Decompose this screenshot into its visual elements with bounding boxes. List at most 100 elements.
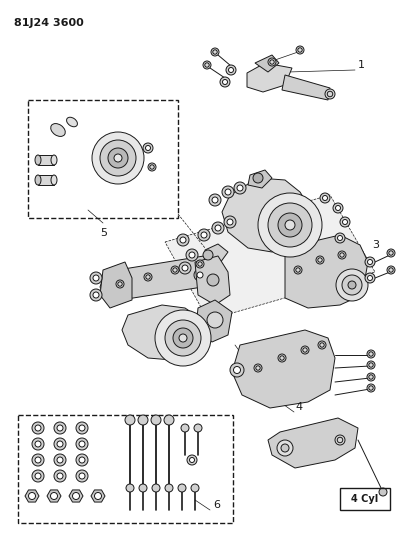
- Circle shape: [57, 473, 63, 479]
- Circle shape: [152, 484, 160, 492]
- Ellipse shape: [35, 155, 41, 165]
- Circle shape: [125, 415, 135, 425]
- Circle shape: [285, 220, 295, 230]
- Circle shape: [28, 492, 36, 499]
- Text: 4: 4: [295, 402, 302, 412]
- Circle shape: [100, 140, 136, 176]
- Text: 3: 3: [372, 240, 379, 250]
- Circle shape: [379, 488, 387, 496]
- Polygon shape: [282, 75, 330, 100]
- Circle shape: [342, 220, 348, 224]
- Circle shape: [387, 249, 395, 257]
- Ellipse shape: [51, 124, 65, 136]
- Circle shape: [79, 473, 85, 479]
- Circle shape: [197, 272, 203, 278]
- Circle shape: [32, 422, 44, 434]
- Circle shape: [144, 273, 152, 281]
- Circle shape: [35, 425, 41, 431]
- Text: 5: 5: [100, 228, 107, 238]
- Circle shape: [57, 441, 63, 447]
- Circle shape: [268, 58, 276, 66]
- Circle shape: [57, 457, 63, 463]
- Circle shape: [32, 454, 44, 466]
- Polygon shape: [122, 305, 205, 360]
- Circle shape: [194, 269, 206, 281]
- Circle shape: [73, 492, 79, 499]
- Bar: [18, 415, 233, 523]
- Circle shape: [342, 275, 362, 295]
- Circle shape: [220, 77, 230, 87]
- Polygon shape: [196, 300, 232, 342]
- Circle shape: [179, 334, 187, 342]
- Ellipse shape: [51, 155, 57, 165]
- Circle shape: [190, 457, 194, 463]
- Circle shape: [173, 328, 193, 348]
- Circle shape: [338, 236, 342, 240]
- Circle shape: [182, 265, 188, 271]
- Circle shape: [212, 197, 218, 203]
- Circle shape: [93, 275, 99, 281]
- Circle shape: [367, 260, 373, 264]
- Circle shape: [93, 292, 99, 298]
- Circle shape: [230, 363, 244, 377]
- Circle shape: [387, 266, 395, 274]
- Circle shape: [212, 222, 224, 234]
- Circle shape: [139, 484, 147, 492]
- Circle shape: [296, 46, 304, 54]
- Polygon shape: [255, 55, 279, 72]
- Circle shape: [225, 189, 231, 195]
- Circle shape: [281, 444, 289, 452]
- Circle shape: [54, 422, 66, 434]
- Circle shape: [35, 457, 41, 463]
- Circle shape: [181, 424, 189, 432]
- Circle shape: [229, 68, 233, 72]
- Text: 6: 6: [213, 500, 220, 510]
- Text: 4 Cyl: 4 Cyl: [352, 494, 379, 504]
- Polygon shape: [91, 490, 105, 502]
- Circle shape: [322, 196, 328, 200]
- Circle shape: [277, 440, 293, 456]
- Polygon shape: [100, 255, 218, 302]
- Circle shape: [155, 310, 211, 366]
- Circle shape: [54, 470, 66, 482]
- Circle shape: [367, 350, 375, 358]
- Circle shape: [198, 229, 210, 241]
- Circle shape: [338, 251, 346, 259]
- Ellipse shape: [51, 175, 57, 185]
- Circle shape: [233, 367, 241, 374]
- Circle shape: [278, 354, 286, 362]
- Polygon shape: [232, 330, 335, 408]
- Circle shape: [333, 203, 343, 213]
- Circle shape: [365, 273, 375, 283]
- Circle shape: [335, 233, 345, 243]
- Circle shape: [95, 492, 101, 499]
- Circle shape: [178, 484, 186, 492]
- Circle shape: [237, 185, 243, 191]
- Circle shape: [318, 341, 326, 349]
- Ellipse shape: [35, 175, 41, 185]
- Polygon shape: [285, 235, 368, 308]
- Circle shape: [301, 346, 309, 354]
- Circle shape: [207, 312, 223, 328]
- Circle shape: [278, 213, 302, 237]
- Circle shape: [223, 79, 227, 85]
- Circle shape: [340, 217, 350, 227]
- Text: 1: 1: [358, 60, 365, 70]
- Circle shape: [189, 252, 195, 258]
- Circle shape: [224, 216, 236, 228]
- Circle shape: [54, 438, 66, 450]
- Circle shape: [114, 154, 122, 162]
- Circle shape: [254, 364, 262, 372]
- Circle shape: [196, 260, 204, 268]
- Circle shape: [57, 425, 63, 431]
- Circle shape: [151, 415, 161, 425]
- Circle shape: [336, 269, 368, 301]
- Circle shape: [203, 61, 211, 69]
- Circle shape: [201, 232, 207, 238]
- Bar: [28, 100, 178, 218]
- Circle shape: [32, 438, 44, 450]
- Circle shape: [268, 203, 312, 247]
- Polygon shape: [222, 178, 310, 252]
- Polygon shape: [248, 170, 272, 188]
- Circle shape: [179, 262, 191, 274]
